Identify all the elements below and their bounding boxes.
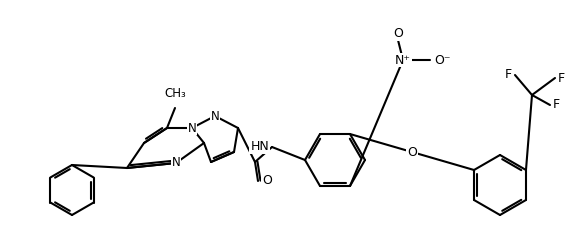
Text: F: F	[558, 72, 565, 84]
Text: F: F	[553, 99, 560, 111]
Text: O⁻: O⁻	[434, 53, 451, 67]
Text: O: O	[262, 174, 272, 187]
Text: N: N	[172, 156, 180, 170]
Text: F: F	[505, 69, 512, 81]
Text: N⁺: N⁺	[395, 53, 411, 67]
Text: CH₃: CH₃	[164, 87, 186, 100]
Text: O: O	[407, 145, 417, 159]
Text: N: N	[210, 110, 219, 122]
Text: O: O	[393, 27, 403, 40]
Text: HN: HN	[250, 141, 269, 153]
Text: N: N	[188, 121, 196, 135]
